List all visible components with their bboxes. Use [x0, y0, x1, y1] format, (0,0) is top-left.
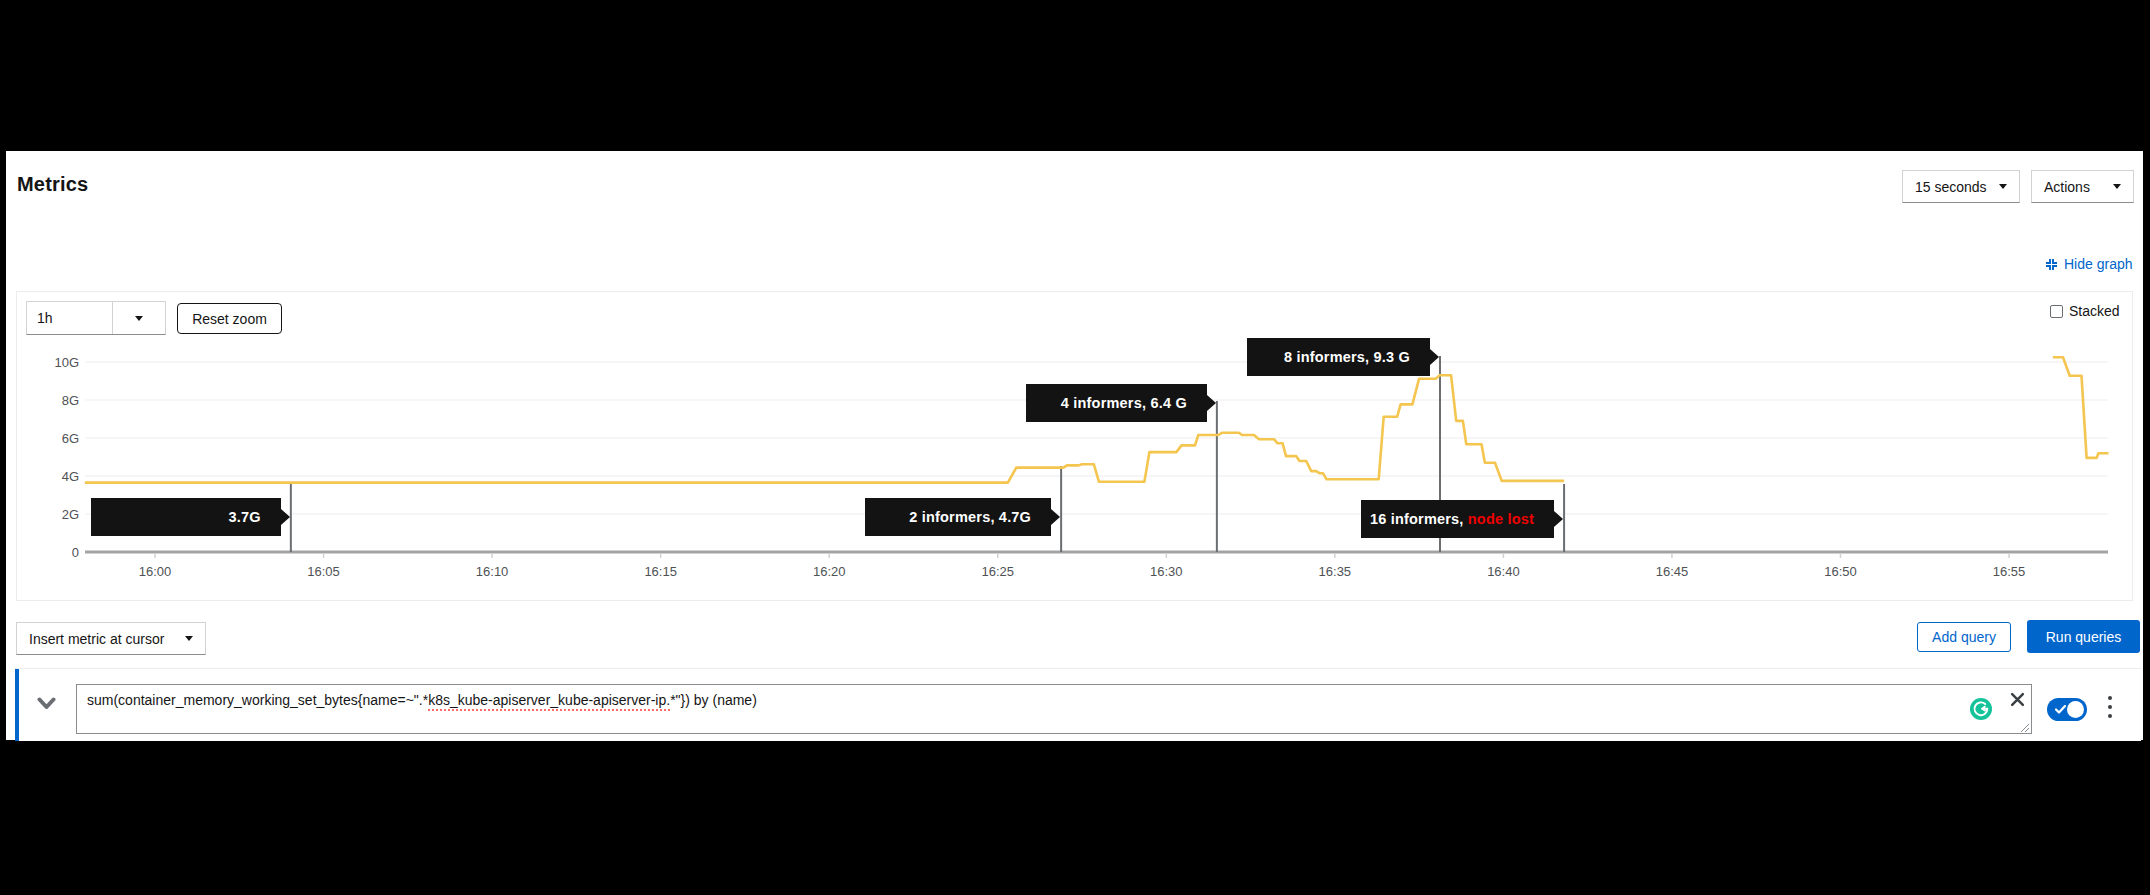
- y-tick-label: 4G: [62, 469, 79, 484]
- annotation-red-text: node lost: [1468, 511, 1534, 527]
- x-tick-label: 16:25: [981, 564, 1014, 579]
- x-tick-label: 16:40: [1487, 564, 1520, 579]
- annotation-text: 4 informers, 6.4 G: [1061, 395, 1187, 411]
- textarea-resize-handle[interactable]: [2018, 721, 2030, 733]
- annotation-text: 16 informers, node lost: [1370, 511, 1534, 527]
- compress-icon: [2045, 258, 2058, 271]
- chart-annotation: 8 informers, 9.3 G: [1247, 338, 1430, 376]
- query-text-misspelled: k8s_kube-apiserver_kube-apiserver-ip.: [428, 692, 670, 711]
- hide-graph-link[interactable]: Hide graph: [2045, 256, 2133, 272]
- annotation-arrow: [1554, 511, 1563, 527]
- refresh-interval-value: 15 seconds: [1915, 179, 1987, 195]
- chart-annotation: 4 informers, 6.4 G: [1026, 384, 1207, 422]
- check-icon: [2055, 705, 2066, 714]
- query-kebab-menu[interactable]: [2104, 696, 2116, 718]
- y-tick-label: 8G: [62, 393, 79, 408]
- annotation-text: 8 informers, 9.3 G: [1284, 349, 1410, 365]
- annotation-arrow: [281, 509, 290, 525]
- x-tick-label: 16:35: [1319, 564, 1352, 579]
- chevron-down-icon: [185, 636, 193, 641]
- chart-annotation: 2 informers, 4.7G: [865, 498, 1051, 536]
- annotation-arrow: [1207, 395, 1216, 411]
- annotation-arrow: [1430, 349, 1439, 365]
- grammarly-icon[interactable]: [1970, 698, 1992, 720]
- x-tick-label: 16:20: [813, 564, 846, 579]
- run-queries-button[interactable]: Run queries: [2027, 620, 2140, 653]
- x-tick-label: 16:30: [1150, 564, 1183, 579]
- memory-usage-chart[interactable]: 0 2G 4G 6G 8G 10G 16:00 16:05 16:10 16:15 16:20 16:…: [17, 292, 2132, 600]
- chart-annotation: 16 informers, node lost: [1361, 500, 1554, 538]
- x-tick-label: 16:10: [476, 564, 509, 579]
- hide-graph-label: Hide graph: [2064, 256, 2133, 272]
- annotation-text: 3.7G: [229, 509, 261, 525]
- switch-knob: [2067, 701, 2084, 718]
- query-enabled-switch[interactable]: [2047, 698, 2087, 721]
- y-tick-label: 0: [72, 545, 79, 560]
- metrics-page: Metrics 15 seconds Actions Hide graph 1h…: [6, 151, 2143, 740]
- chart-annotation: 3.7G: [91, 498, 281, 536]
- x-tick-label: 16:15: [644, 564, 677, 579]
- y-tick-label: 2G: [62, 507, 79, 522]
- query-input[interactable]: sum(container_memory_working_set_bytes{n…: [76, 684, 2032, 734]
- x-tick-label: 16:05: [307, 564, 340, 579]
- graph-panel: 1h Reset zoom Stacked 02G4G6G8G10G16:001…: [16, 291, 2133, 601]
- series-line: [2053, 357, 2109, 458]
- insert-metric-label: Insert metric at cursor: [29, 631, 164, 647]
- y-tick-label: 10G: [54, 355, 79, 370]
- x-tick-label: 16:50: [1824, 564, 1857, 579]
- annotation-text: 2 informers, 4.7G: [909, 509, 1031, 525]
- clear-query-icon[interactable]: [2010, 692, 2025, 707]
- x-tick-label: 16:00: [139, 564, 172, 579]
- annotation-arrow: [1051, 509, 1060, 525]
- series-line: [85, 375, 1564, 482]
- query-row: sum(container_memory_working_set_bytes{n…: [15, 668, 2141, 741]
- query-accent-bar: [15, 669, 19, 741]
- add-query-button[interactable]: Add query: [1917, 622, 2011, 652]
- x-tick-label: 16:45: [1656, 564, 1689, 579]
- actions-menu-label: Actions: [2044, 179, 2090, 195]
- refresh-interval-select[interactable]: 15 seconds: [1902, 170, 2020, 203]
- actions-menu[interactable]: Actions: [2031, 170, 2134, 203]
- chart-svg: 0 2G 4G 6G 8G 10G 16:00 16:05 16:10 16:15 16:20 16:…: [17, 292, 2132, 600]
- page-title: Metrics: [17, 173, 88, 196]
- x-tick-label: 16:55: [1993, 564, 2026, 579]
- expand-query-chevron-icon[interactable]: [37, 697, 56, 711]
- chevron-down-icon: [2113, 184, 2121, 189]
- chevron-down-icon: [1999, 184, 2007, 189]
- query-text: *"}) by (name): [670, 692, 757, 708]
- insert-metric-select[interactable]: Insert metric at cursor: [16, 622, 206, 655]
- query-text: sum(container_memory_working_set_bytes{n…: [87, 692, 428, 708]
- y-tick-label: 6G: [62, 431, 79, 446]
